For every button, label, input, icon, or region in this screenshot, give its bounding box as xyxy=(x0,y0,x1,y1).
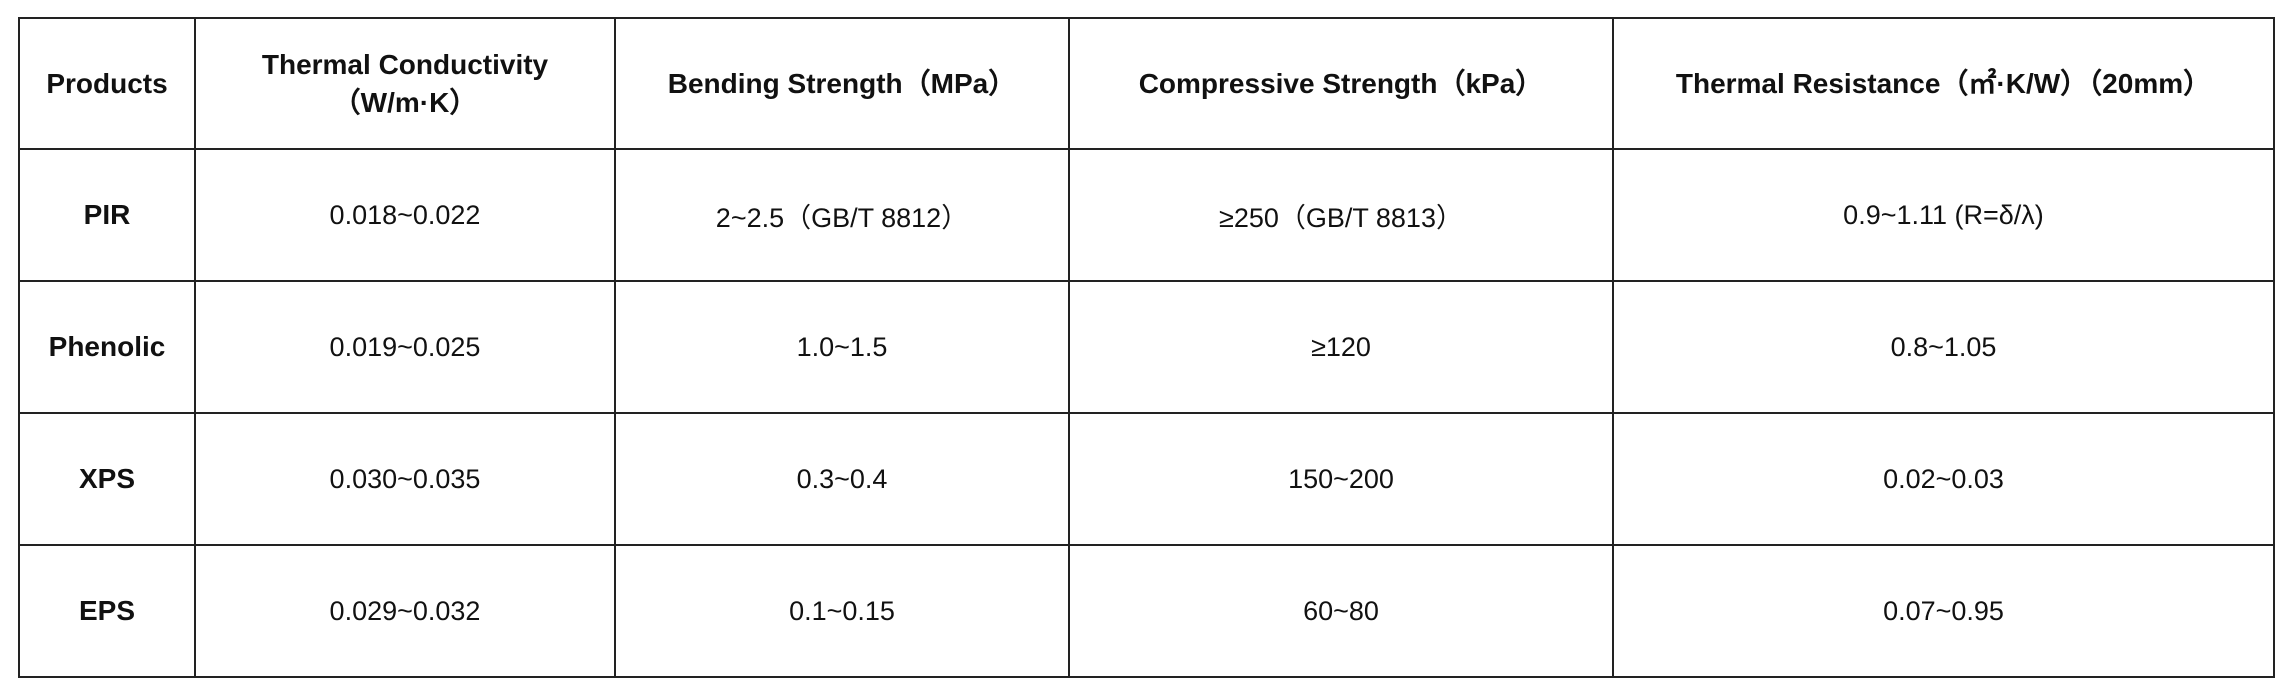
table-row: XPS 0.030~0.035 0.3~0.4 150~200 0.02~0.03 xyxy=(18,412,2275,546)
data-cell: 0.07~0.95 xyxy=(1612,544,2275,678)
data-cell: 0.8~1.05 xyxy=(1612,280,2275,414)
properties-table: Products Thermal Conductivity （W/m·K） Bendi… xyxy=(18,17,2275,678)
data-cell: 2~2.5（GB/T 8812） xyxy=(614,148,1070,282)
data-cell: 1.0~1.5 xyxy=(614,280,1070,414)
table-container: Products Thermal Conductivity （W/m·K） Bendi… xyxy=(18,17,2275,678)
product-cell: XPS xyxy=(18,412,196,546)
data-cell: 0.3~0.4 xyxy=(614,412,1070,546)
data-cell: ≥250（GB/T 8813） xyxy=(1068,148,1614,282)
header-cell: Bending Strength（MPa） xyxy=(614,17,1070,150)
data-cell: 0.9~1.11 (R=δ/λ) xyxy=(1612,148,2275,282)
header-line: Thermal Conductivity xyxy=(261,48,549,80)
header-cell: Thermal Resistance（㎡·K/W）（20mm） xyxy=(1612,17,2275,150)
table-row: Phenolic 0.019~0.025 1.0~1.5 ≥120 0.8~1.05 xyxy=(18,280,2275,414)
table-row: PIR 0.018~0.022 2~2.5（GB/T 8812） ≥250（GB/T … xyxy=(18,148,2275,282)
product-cell: EPS xyxy=(18,544,196,678)
header-cell: Compressive Strength（kPa） xyxy=(1068,17,1614,150)
data-cell: 60~80 xyxy=(1068,544,1614,678)
header-line: （W/m·K） xyxy=(332,86,478,118)
header-cell: Products xyxy=(18,17,196,150)
header-cell: Thermal Conductivity （W/m·K） xyxy=(194,17,616,150)
data-cell: 0.018~0.022 xyxy=(194,148,616,282)
data-cell: ≥120 xyxy=(1068,280,1614,414)
header-row: Products Thermal Conductivity （W/m·K） Bendi… xyxy=(18,17,2275,150)
data-cell: 0.019~0.025 xyxy=(194,280,616,414)
data-cell: 0.02~0.03 xyxy=(1612,412,2275,546)
data-cell: 0.1~0.15 xyxy=(614,544,1070,678)
table-body: PIR 0.018~0.022 2~2.5（GB/T 8812） ≥250（GB/T … xyxy=(18,148,2275,678)
table-row: EPS 0.029~0.032 0.1~0.15 60~80 0.07~0.95 xyxy=(18,544,2275,678)
data-cell: 150~200 xyxy=(1068,412,1614,546)
product-cell: PIR xyxy=(18,148,196,282)
data-cell: 0.029~0.032 xyxy=(194,544,616,678)
product-cell: Phenolic xyxy=(18,280,196,414)
data-cell: 0.030~0.035 xyxy=(194,412,616,546)
